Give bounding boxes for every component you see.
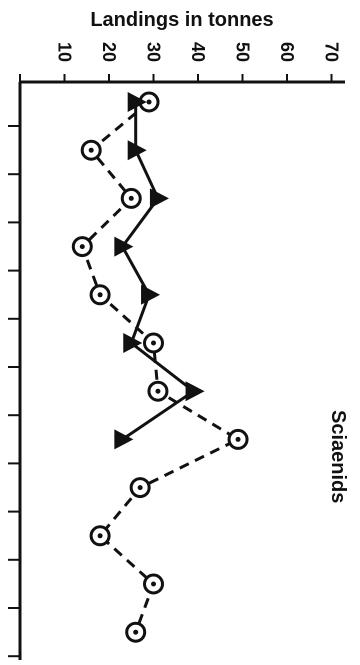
category-axis-ticks [8, 125, 20, 658]
y-axis-title: Landings in tonnes [90, 9, 273, 31]
series-2-point-1 [127, 92, 147, 112]
series-2-line [120, 102, 197, 441]
circle-marker-dot [97, 533, 103, 539]
value-tick-label-40: 40 [188, 42, 208, 62]
series-1-point-11 [143, 573, 164, 595]
series-1-point-9 [129, 477, 151, 499]
circle-marker-dot [79, 244, 85, 250]
circle-marker-dot [146, 99, 152, 105]
value-tick-label-60: 60 [277, 42, 297, 62]
series-2-point-2 [127, 140, 147, 161]
chart-annotation-label: Sciaenids [327, 410, 349, 503]
series-1-point-2 [80, 139, 102, 161]
value-axis-ticks: 10 20 30 40 50 60 70 [19, 42, 342, 82]
series-lines [80, 100, 242, 633]
circle-marker-dot [97, 292, 103, 298]
series-1-point-8 [227, 428, 249, 450]
circle-marker-dot [133, 629, 139, 635]
series-2-point-7 [185, 381, 205, 402]
circle-marker-dot [151, 581, 156, 587]
series-1-point-12 [125, 621, 147, 643]
value-tick-label-20: 20 [99, 42, 119, 62]
value-tick-label-50: 50 [233, 42, 253, 62]
circle-marker-dot [88, 147, 94, 153]
circle-marker-dot [128, 195, 134, 201]
series-1-point-7 [147, 380, 169, 402]
circle-marker-dot [137, 485, 143, 491]
series-1-point-3 [120, 187, 142, 209]
series-1-point-6 [143, 332, 164, 354]
circle-marker-dot [155, 388, 161, 394]
series-2-point-5 [141, 284, 161, 305]
series-markers [71, 91, 249, 643]
series-2-point-3 [149, 188, 169, 209]
value-tick-label-30: 30 [144, 42, 164, 62]
series-1-point-5 [89, 284, 111, 306]
y-axis-title-group: Landings in tonnes [90, 9, 273, 31]
series-1-point-4 [71, 236, 93, 258]
circle-marker-dot [235, 436, 241, 442]
series-2-point-8 [114, 429, 134, 450]
series-2-point-4 [114, 236, 134, 257]
series-2-point-6 [123, 333, 143, 353]
value-tick-label-10: 10 [55, 42, 75, 62]
circle-marker-dot [151, 340, 156, 346]
value-tick-label-70: 70 [322, 42, 342, 62]
series-1-point-10 [89, 525, 111, 547]
